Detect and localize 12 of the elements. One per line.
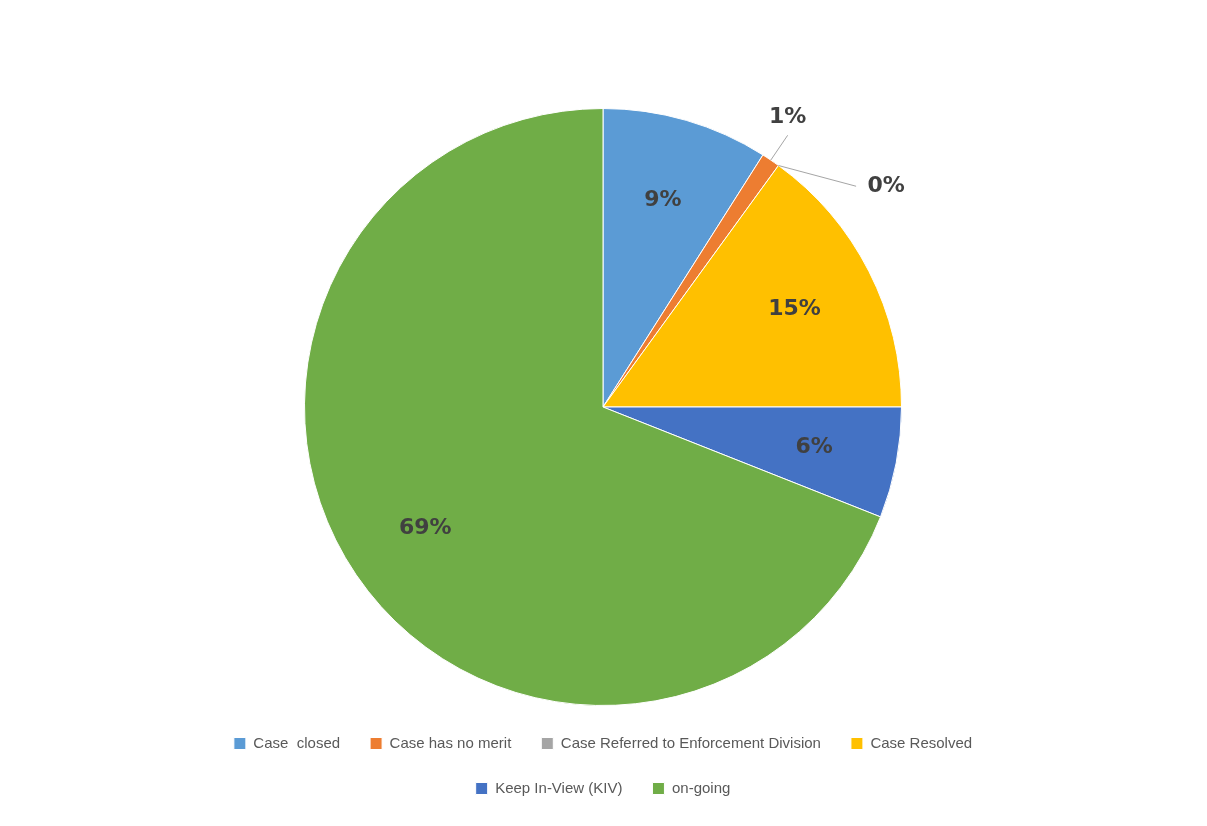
legend-label: Case Resolved xyxy=(870,733,973,751)
data-label: 6% xyxy=(795,432,833,458)
text: 0% xyxy=(867,171,905,197)
legend-label: on-going xyxy=(671,778,731,796)
legend-label: Case closed xyxy=(253,733,341,751)
legend-label: Case has no merit xyxy=(389,733,513,751)
data-label: 69% xyxy=(398,513,452,539)
legend-label: Case Referred to Enforcement Division xyxy=(560,733,821,751)
data-label: 15% xyxy=(768,295,821,321)
data-label: 1% xyxy=(768,103,807,129)
data-label: 9% xyxy=(644,186,682,212)
legend-label: Keep In-View (KIV) xyxy=(495,778,623,796)
